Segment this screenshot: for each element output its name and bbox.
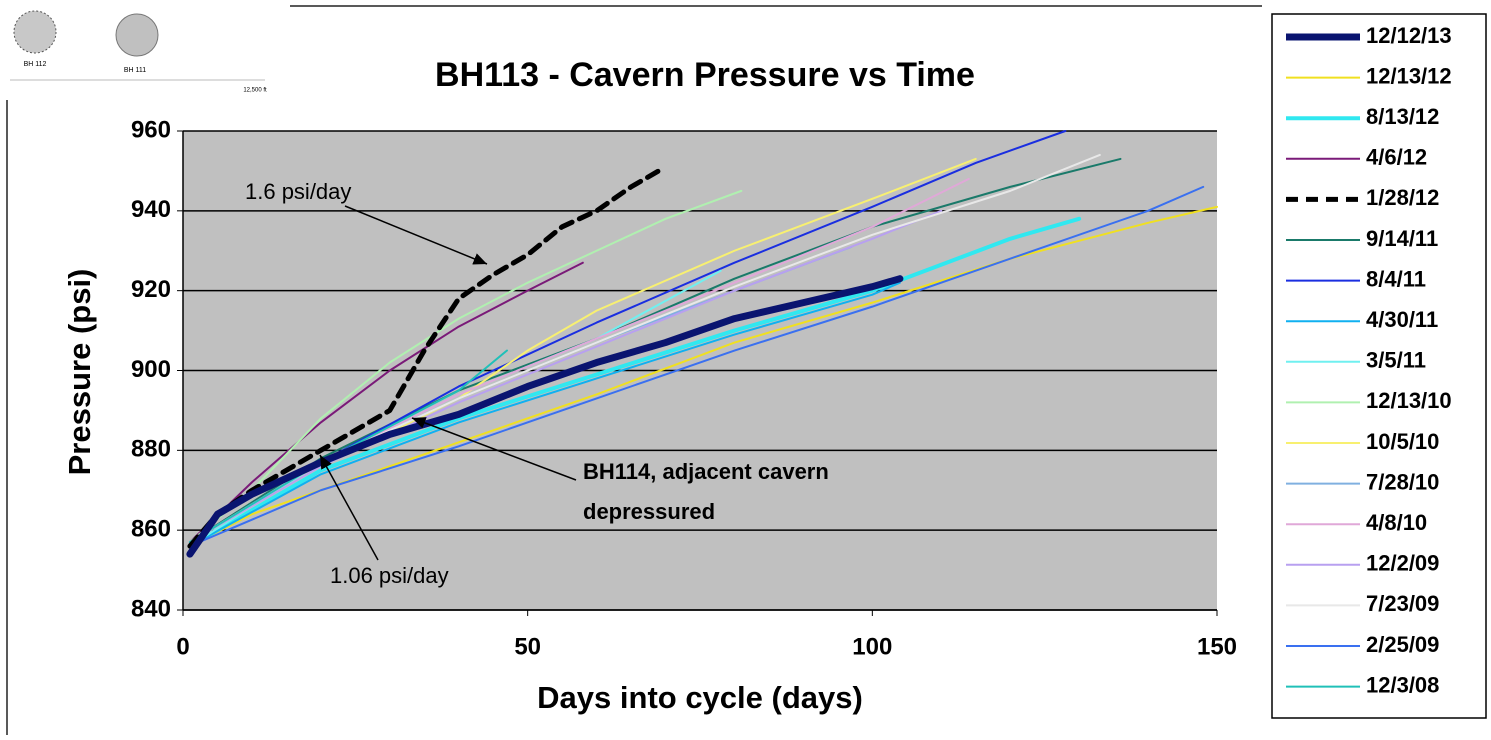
- y-tick-label: 860: [131, 516, 171, 543]
- inset-label: BH 112: [24, 61, 47, 68]
- inset-label: 12,500 ft: [243, 88, 267, 94]
- series-line: [188, 185, 1205, 548]
- legend-label: 7/28/10: [1366, 469, 1439, 494]
- y-tick-label: 840: [131, 595, 171, 622]
- series-line: [188, 349, 508, 544]
- y-tick-label: 960: [131, 116, 171, 143]
- y-axis-label: Pressure (psi): [62, 269, 97, 476]
- inset-cavern: [115, 13, 159, 57]
- annotation: depressured: [583, 499, 715, 524]
- annotation-arrow: [319, 454, 379, 561]
- legend-label: 4/6/12: [1366, 145, 1427, 170]
- x-tick-label: 0: [176, 633, 189, 660]
- inset-label: BH 111: [124, 67, 146, 74]
- chart-title: BH113 - Cavern Pressure vs Time: [435, 56, 975, 94]
- legend-label: 2/25/09: [1366, 632, 1439, 657]
- legend-label: 8/13/12: [1366, 104, 1439, 129]
- series-line: [188, 189, 743, 544]
- series-line: [186, 275, 904, 558]
- legend-label: 12/2/09: [1366, 551, 1439, 576]
- legend-label: 9/14/11: [1366, 226, 1438, 251]
- legend-label: 3/5/11: [1366, 348, 1426, 373]
- x-tick-label: 50: [514, 633, 541, 660]
- annotation-arrow: [344, 205, 488, 265]
- y-tick-label: 940: [131, 196, 171, 223]
- y-tick-label: 900: [131, 356, 171, 383]
- series-line: [187, 168, 662, 549]
- legend-label: 10/5/10: [1366, 429, 1439, 454]
- legend-label: 4/8/10: [1366, 510, 1427, 535]
- legend-label: 1/28/12: [1366, 185, 1439, 210]
- x-tick-label: 150: [1197, 633, 1237, 660]
- annotation: 1.6 psi/day: [245, 179, 351, 204]
- legend-label: 12/13/10: [1366, 388, 1452, 413]
- y-tick-label: 920: [131, 276, 171, 303]
- series-line: [188, 261, 584, 544]
- series-line: [188, 157, 1122, 544]
- series-line: [187, 216, 1082, 549]
- legend-label: 8/4/11: [1366, 266, 1426, 291]
- annotation: 1.06 psi/day: [330, 563, 449, 588]
- x-axis-label: Days into cycle (days): [537, 680, 863, 715]
- series-line: [188, 281, 901, 548]
- x-tick-label: 100: [852, 633, 892, 660]
- legend-label: 4/30/11: [1366, 307, 1438, 332]
- y-tick-label: 880: [131, 436, 171, 463]
- annotation-arrow: [411, 417, 577, 481]
- legend-label: 12/12/13: [1366, 23, 1452, 48]
- inset-cavern: [13, 10, 57, 54]
- legend-label: 12/13/12: [1366, 63, 1452, 88]
- legend-label: 7/23/09: [1366, 591, 1439, 616]
- annotations: 1.6 psi/day BH114, adjacent cavern depre…: [245, 179, 829, 588]
- legend: [1271, 13, 1487, 719]
- annotation: BH114, adjacent cavern: [583, 459, 829, 484]
- series-line: [188, 205, 1218, 548]
- inset: BH 112 BH 111 12,500 ft: [6, 5, 1262, 735]
- legend-label: 12/3/08: [1366, 672, 1439, 697]
